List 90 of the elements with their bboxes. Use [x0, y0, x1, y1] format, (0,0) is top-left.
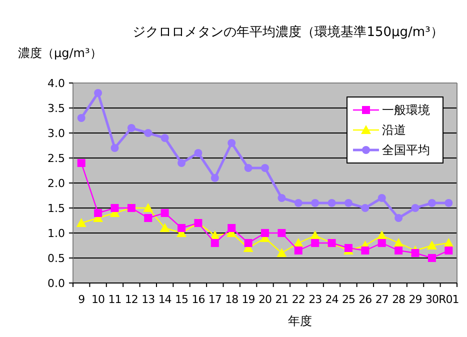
x-tick-label: 23	[308, 293, 322, 306]
point	[394, 214, 403, 222]
x-tick-label: 28	[392, 293, 406, 306]
y-tick-label: 1.0	[48, 226, 65, 240]
legend-label: 一般環境	[382, 103, 430, 118]
point	[110, 204, 119, 212]
point	[311, 199, 320, 207]
x-tick-label: 30	[425, 293, 439, 306]
point	[178, 159, 186, 167]
y-tick-label: 1.5	[48, 202, 65, 215]
point	[394, 246, 403, 254]
x-tick-label: 10	[92, 293, 106, 306]
point	[261, 164, 269, 172]
point	[94, 89, 102, 97]
x-tick-label: 27	[375, 293, 389, 306]
point	[411, 204, 420, 212]
point	[394, 238, 404, 247]
chart-title: ジクロロメタンの年平均濃度（環境基準150μg/m³）	[132, 24, 444, 40]
point	[228, 139, 236, 147]
point	[94, 209, 102, 217]
x-tick-label: 18	[225, 293, 239, 306]
point	[344, 244, 352, 252]
point	[294, 199, 302, 207]
x-tick-label: 16	[192, 293, 206, 306]
y-tick-label: 0.0	[48, 276, 65, 290]
point	[244, 239, 252, 247]
x-axis-title: 年度	[288, 314, 312, 328]
x-tick-label: 26	[358, 293, 372, 306]
point	[328, 199, 336, 207]
point	[276, 248, 287, 257]
x-tick-label: 29	[408, 293, 422, 306]
y-tick-label: 3.5	[48, 102, 65, 115]
x-tick-label: 15	[175, 293, 189, 306]
x-tick-label: 24	[325, 293, 339, 306]
x-tick-label: 21	[275, 293, 288, 306]
point	[294, 246, 302, 254]
point	[210, 174, 219, 182]
point	[76, 218, 86, 227]
point	[261, 229, 269, 237]
x-tick-label: 17	[208, 293, 222, 306]
point	[378, 239, 386, 247]
y-tick-label: 2.5	[48, 152, 65, 165]
point	[444, 238, 454, 247]
point	[378, 194, 386, 202]
y-tick-label: 4.0	[48, 76, 65, 90]
point	[344, 199, 352, 207]
point	[77, 159, 86, 167]
x-tick-label: 20	[258, 293, 272, 306]
x-tick-label: 13	[142, 293, 156, 306]
point	[77, 114, 86, 122]
point	[361, 204, 370, 212]
legend-label: 全国平均	[382, 143, 430, 158]
point	[110, 144, 119, 152]
point	[160, 134, 169, 142]
point	[144, 129, 152, 137]
point	[160, 223, 170, 232]
point	[361, 246, 370, 254]
point	[210, 239, 219, 247]
x-tick-label: R01	[438, 293, 459, 306]
point	[444, 246, 453, 254]
point	[428, 199, 436, 207]
x-tick-label: 19	[242, 293, 256, 306]
point	[127, 124, 136, 132]
y-tick-label: 2.0	[48, 176, 65, 190]
x-tick-label: 12	[124, 293, 138, 306]
point	[411, 249, 420, 257]
point	[311, 239, 320, 247]
y-tick-label: 0.5	[48, 252, 65, 265]
point	[160, 209, 169, 217]
point	[426, 240, 437, 250]
point	[228, 224, 236, 232]
x-tick-label: 25	[342, 293, 356, 306]
point	[376, 230, 387, 240]
point	[428, 254, 436, 262]
x-tick-label: 22	[292, 293, 305, 306]
point	[194, 149, 202, 157]
point	[143, 203, 154, 212]
x-tick-label: 14	[158, 293, 172, 306]
point	[310, 230, 320, 240]
point	[178, 224, 186, 232]
legend-label: 沿道	[382, 123, 406, 138]
point	[278, 229, 286, 237]
x-tick-label: 9	[78, 293, 86, 306]
y-tick-label: 3.0	[48, 126, 65, 140]
point	[278, 194, 286, 202]
x-tick-label: 11	[108, 293, 122, 306]
y-axis-title: 濃度（μg/m³）	[18, 46, 102, 60]
point	[444, 199, 453, 207]
point	[244, 164, 252, 172]
point	[144, 214, 152, 222]
